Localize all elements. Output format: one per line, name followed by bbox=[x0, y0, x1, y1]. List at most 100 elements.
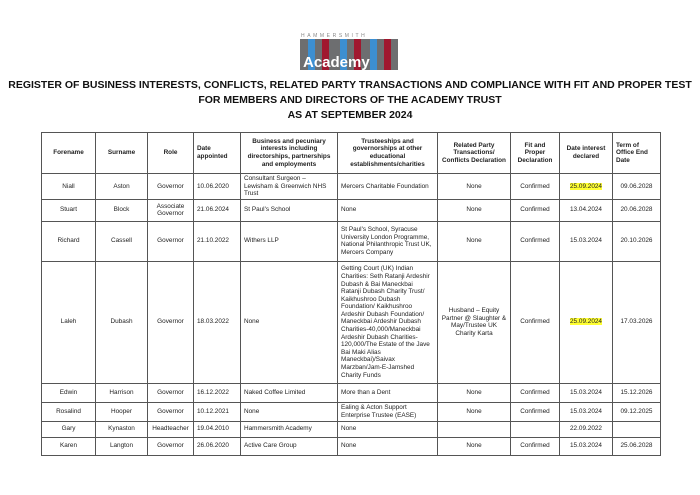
cell-appointed: 19.04.2010 bbox=[193, 420, 241, 438]
cell-role: Governor bbox=[147, 173, 194, 200]
page-title: REGISTER OF BUSINESS INTERESTS, CONFLICT… bbox=[0, 78, 700, 123]
trusteeships-text: Ealing & Acton Support Enterprise Truste… bbox=[341, 404, 417, 419]
declared-text: 15.03.2024 bbox=[570, 388, 602, 396]
logo-brand: HAMMERSMITH bbox=[301, 33, 368, 39]
business-text: Active Care Group bbox=[244, 442, 297, 450]
logo-word: Academy bbox=[303, 54, 370, 70]
forename-text: Gary bbox=[61, 425, 76, 433]
cell-related: Husband – Equity Partner @ Slaughter & M… bbox=[437, 260, 511, 384]
related-text: None bbox=[466, 407, 482, 415]
trusteeships-text: None bbox=[341, 442, 357, 450]
cell-related: None bbox=[437, 220, 511, 262]
cell-role: Governor bbox=[147, 382, 194, 403]
forename-text: Laleh bbox=[60, 318, 77, 326]
role-text: Governor bbox=[157, 388, 184, 396]
cell-appointed: 18.03.2022 bbox=[193, 260, 241, 384]
cell-end: 17.03.2026 bbox=[612, 260, 661, 384]
declared-text: 22.09.2022 bbox=[570, 425, 602, 433]
related-text: None bbox=[466, 442, 482, 450]
business-text: Hammersmith Academy bbox=[244, 425, 312, 433]
cell-forename: Karen bbox=[41, 436, 96, 456]
trusteeships-text: None bbox=[341, 425, 357, 433]
cell-trusteeships: None bbox=[337, 436, 438, 456]
cell-surname: Block bbox=[95, 198, 148, 222]
header-fit-proper: Fit and Proper Declaration bbox=[510, 132, 560, 174]
role-text: Governor bbox=[157, 442, 184, 450]
cell-trusteeships: None bbox=[337, 198, 438, 222]
table-row: Edwin Harrison Governor 16.12.2022 Naked Cof… bbox=[41, 382, 661, 403]
cell-appointed: 26.06.2020 bbox=[193, 436, 241, 456]
declared-text: 15.03.2024 bbox=[570, 407, 602, 415]
cell-related: None bbox=[437, 401, 511, 422]
title-line-3: AS AT SEPTEMBER 2024 bbox=[287, 109, 413, 121]
fit-text: Confirmed bbox=[520, 407, 550, 415]
cell-surname: Cassell bbox=[95, 220, 148, 262]
cell-fit: Confirmed bbox=[510, 382, 560, 403]
cell-surname: Kynaston bbox=[95, 420, 148, 438]
appointed-text: 10.12.2021 bbox=[197, 407, 229, 415]
end-text: 09.06.2028 bbox=[620, 182, 653, 190]
surname-text: Hooper bbox=[111, 407, 132, 415]
fit-text: Confirmed bbox=[520, 318, 550, 326]
cell-declared: 15.03.2024 bbox=[559, 401, 613, 422]
end-text: 09.12.2025 bbox=[620, 407, 653, 415]
forename-text: Rosalind bbox=[56, 407, 81, 415]
cell-declared: 22.09.2022 bbox=[559, 420, 613, 438]
header-business: Business and pecuniary interests includi… bbox=[240, 132, 338, 174]
cell-related: None bbox=[437, 173, 511, 200]
role-text: Governor bbox=[157, 318, 184, 326]
appointed-text: 21.06.2024 bbox=[197, 206, 229, 214]
cell-end: 09.06.2028 bbox=[612, 173, 661, 200]
cell-forename: Laleh bbox=[41, 260, 96, 384]
cell-forename: Niall bbox=[41, 173, 96, 200]
declared-text: 15.03.2024 bbox=[570, 237, 602, 245]
trusteeships-text: Mercers Charitable Foundation bbox=[341, 182, 429, 190]
appointed-text: 19.04.2010 bbox=[197, 425, 229, 433]
trusteeships-text: St Paul's School, Syracuse University Lo… bbox=[341, 226, 432, 256]
header-forename: Forename bbox=[41, 132, 96, 174]
cell-role: Associate Governor bbox=[147, 198, 194, 222]
business-text: St Paul's School bbox=[244, 206, 291, 214]
surname-text: Harrison bbox=[109, 388, 134, 396]
cell-declared: 25.09.2024 bbox=[559, 260, 613, 384]
table-row: Rosalind Hooper Governor 10.12.2021 None Eali… bbox=[41, 401, 661, 422]
cell-role: Governor bbox=[147, 220, 194, 262]
logo-block: Academy bbox=[300, 39, 398, 70]
cell-appointed: 21.06.2024 bbox=[193, 198, 241, 222]
trusteeships-text: More than a Dent bbox=[341, 388, 391, 396]
related-text: None bbox=[466, 206, 482, 214]
cell-fit: Confirmed bbox=[510, 260, 560, 384]
cell-forename: Rosalind bbox=[41, 401, 96, 422]
header-related-party: Related Party Transactions/ Conflicts De… bbox=[437, 132, 511, 174]
cell-end: 15.12.2026 bbox=[612, 382, 661, 403]
cell-related: None bbox=[437, 436, 511, 456]
cell-trusteeships: St Paul's School, Syracuse University Lo… bbox=[337, 220, 438, 262]
cell-declared: 15.03.2024 bbox=[559, 220, 613, 262]
cell-end: 20.06.2028 bbox=[612, 198, 661, 222]
business-text: Naked Coffee Limited bbox=[244, 388, 306, 396]
table-row: Niall Aston Governor 10.06.2020 Consultant S… bbox=[41, 173, 661, 200]
cell-forename: Edwin bbox=[41, 382, 96, 403]
cell-appointed: 16.12.2022 bbox=[193, 382, 241, 403]
trusteeships-text: Getting Court (UK) Indian Charities: Set… bbox=[341, 265, 430, 379]
related-text: None bbox=[466, 237, 482, 245]
related-text: None bbox=[466, 182, 482, 190]
fit-text: Confirmed bbox=[520, 237, 550, 245]
cell-fit bbox=[510, 420, 560, 438]
appointed-text: 21.10.2022 bbox=[197, 237, 229, 245]
header-trusteeships: Trusteeships and governorships at other … bbox=[337, 132, 438, 174]
cell-business: Active Care Group bbox=[240, 436, 338, 456]
declared-text: 25.09.2024 bbox=[570, 318, 602, 326]
cell-appointed: 21.10.2022 bbox=[193, 220, 241, 262]
cell-end: 25.06.2028 bbox=[612, 436, 661, 456]
cell-trusteeships: Mercers Charitable Foundation bbox=[337, 173, 438, 200]
forename-text: Richard bbox=[57, 237, 80, 245]
cell-appointed: 10.06.2020 bbox=[193, 173, 241, 200]
cell-declared: 13.04.2024 bbox=[559, 198, 613, 222]
title-line-1: REGISTER OF BUSINESS INTERESTS, CONFLICT… bbox=[8, 79, 692, 91]
cell-fit: Confirmed bbox=[510, 220, 560, 262]
cell-business: None bbox=[240, 260, 338, 384]
cell-business: Consultant Surgeon – Lewisham & Greenwic… bbox=[240, 173, 338, 200]
surname-text: Aston bbox=[113, 182, 130, 190]
trusteeships-text: None bbox=[341, 206, 357, 214]
